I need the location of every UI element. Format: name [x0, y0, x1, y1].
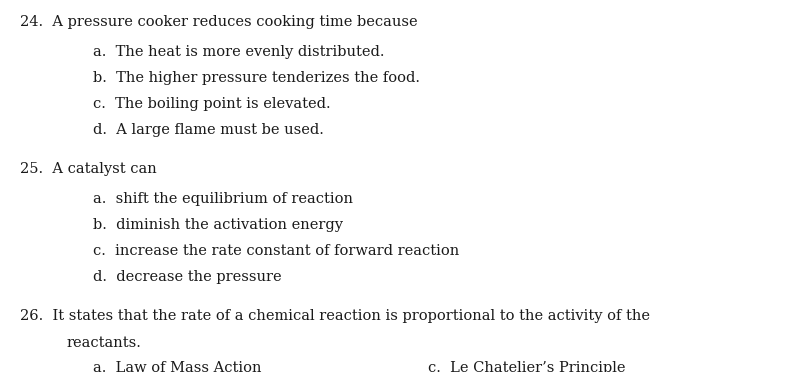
Text: a.  Law of Mass Action: a. Law of Mass Action [93, 361, 262, 372]
Text: c.  increase the rate constant of forward reaction: c. increase the rate constant of forward… [93, 244, 459, 258]
Text: b.  The higher pressure tenderizes the food.: b. The higher pressure tenderizes the fo… [93, 71, 420, 85]
Text: 25.  A catalyst can: 25. A catalyst can [20, 162, 157, 176]
Text: a.  shift the equilibrium of reaction: a. shift the equilibrium of reaction [93, 192, 353, 206]
Text: c.  Le Chatelier’s Principle: c. Le Chatelier’s Principle [428, 361, 625, 372]
Text: 24.  A pressure cooker reduces cooking time because: 24. A pressure cooker reduces cooking ti… [20, 15, 418, 29]
Text: b.  diminish the activation energy: b. diminish the activation energy [93, 218, 343, 232]
Text: 26.  It states that the rate of a chemical reaction is proportional to the activ: 26. It states that the rate of a chemica… [20, 309, 650, 323]
Text: a.  The heat is more evenly distributed.: a. The heat is more evenly distributed. [93, 45, 385, 59]
Text: reactants.: reactants. [66, 336, 141, 350]
Text: d.  decrease the pressure: d. decrease the pressure [93, 270, 281, 284]
Text: d.  A large flame must be used.: d. A large flame must be used. [93, 123, 324, 137]
Text: c.  The boiling point is elevated.: c. The boiling point is elevated. [93, 97, 330, 111]
